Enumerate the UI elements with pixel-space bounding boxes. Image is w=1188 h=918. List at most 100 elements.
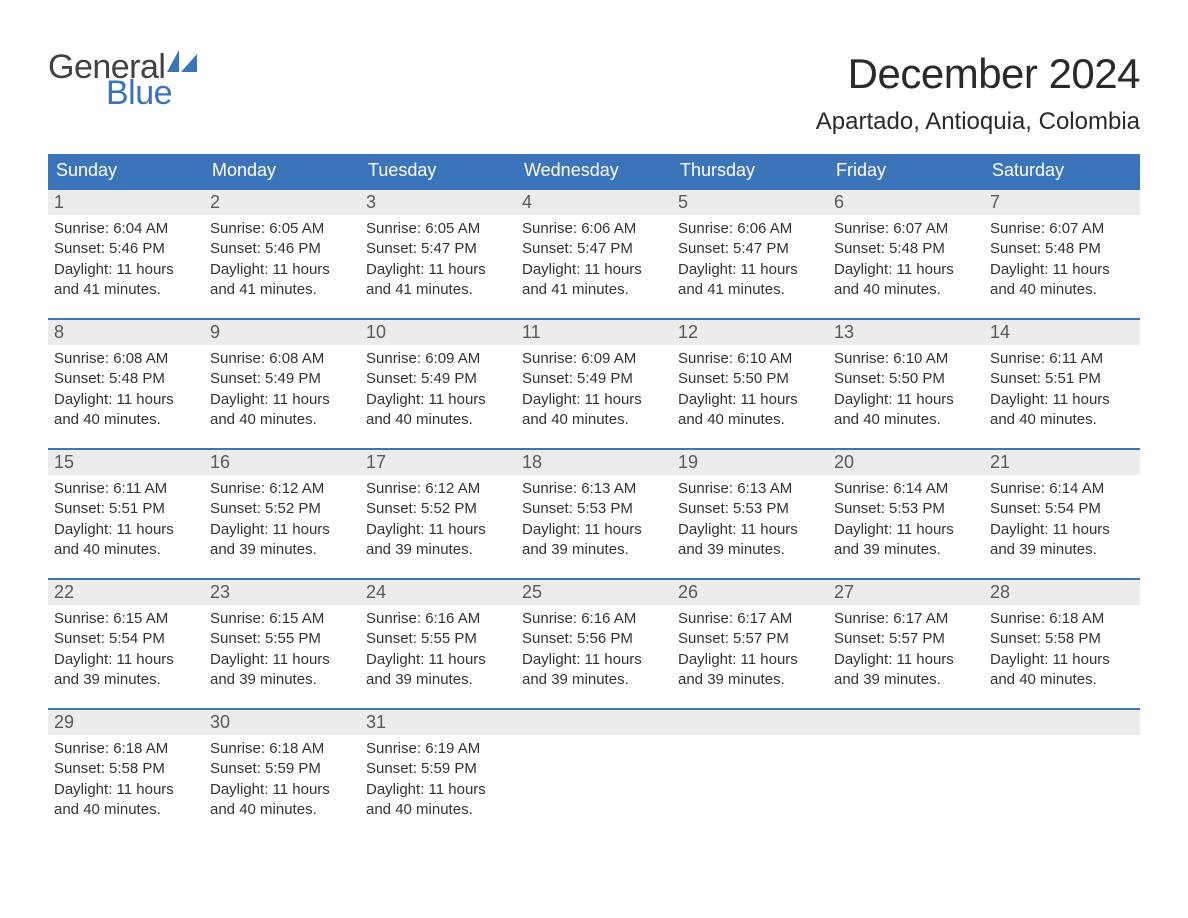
sunrise-line: Sunrise: 6:12 AM: [366, 479, 510, 499]
sunrise-line: Sunrise: 6:10 AM: [678, 349, 822, 369]
day-details: Sunrise: 6:11 AMSunset: 5:51 PMDaylight:…: [48, 475, 204, 578]
day-number: 21: [990, 452, 1010, 472]
sunrise-line: Sunrise: 6:16 AM: [522, 609, 666, 629]
day-of-week-header: Sunday Monday Tuesday Wednesday Thursday…: [48, 154, 1140, 188]
daylight-line: Daylight: 11 hours and 40 minutes.: [210, 390, 354, 431]
day-number: 6: [834, 192, 844, 212]
day-number: 31: [366, 712, 386, 732]
daylight-line: Daylight: 11 hours and 40 minutes.: [990, 260, 1134, 301]
daylight-line: Daylight: 11 hours and 40 minutes.: [54, 520, 198, 561]
day-number-row: 18: [516, 450, 672, 475]
sunset-line: Sunset: 5:58 PM: [54, 759, 198, 779]
day-details: Sunrise: 6:18 AMSunset: 5:58 PMDaylight:…: [48, 735, 204, 838]
sunset-line: Sunset: 5:48 PM: [834, 239, 978, 259]
day-number: 24: [366, 582, 386, 602]
day-number: 17: [366, 452, 386, 472]
calendar-day: 15 Sunrise: 6:11 AMSunset: 5:51 PMDayligh…: [48, 450, 204, 578]
sunset-line: Sunset: 5:51 PM: [990, 369, 1134, 389]
logo: General Blue: [48, 50, 197, 110]
day-number: 10: [366, 322, 386, 342]
sunset-line: Sunset: 5:55 PM: [210, 629, 354, 649]
day-number: 29: [54, 712, 74, 732]
sunrise-line: Sunrise: 6:13 AM: [678, 479, 822, 499]
daylight-line: Daylight: 11 hours and 41 minutes.: [366, 260, 510, 301]
sunset-line: Sunset: 5:57 PM: [678, 629, 822, 649]
day-number-row: 31: [360, 710, 516, 735]
sunset-line: Sunset: 5:59 PM: [210, 759, 354, 779]
day-details: Sunrise: 6:15 AMSunset: 5:54 PMDaylight:…: [48, 605, 204, 708]
sunset-line: Sunset: 5:55 PM: [366, 629, 510, 649]
sunset-line: Sunset: 5:53 PM: [678, 499, 822, 519]
day-details: Sunrise: 6:05 AMSunset: 5:47 PMDaylight:…: [360, 215, 516, 318]
calendar-day: 11Sunrise: 6:09 AMSunset: 5:49 PMDayligh…: [516, 320, 672, 448]
daylight-line: Daylight: 11 hours and 40 minutes.: [210, 780, 354, 821]
sunset-line: Sunset: 5:51 PM: [54, 499, 198, 519]
day-number-row: 23: [204, 580, 360, 605]
day-number: 3: [366, 192, 376, 212]
day-details: Sunrise: 6:18 AMSunset: 5:59 PMDaylight:…: [204, 735, 360, 838]
day-number: 26: [678, 582, 698, 602]
calendar-day: 22Sunrise: 6:15 AMSunset: 5:54 PMDayligh…: [48, 580, 204, 708]
sunrise-line: Sunrise: 6:16 AM: [366, 609, 510, 629]
day-details: Sunrise: 6:11 AMSunset: 5:51 PMDaylight:…: [984, 345, 1140, 448]
day-details: Sunrise: 6:14 AMSunset: 5:54 PMDaylight:…: [984, 475, 1140, 578]
calendar-day: 12Sunrise: 6:10 AMSunset: 5:50 PMDayligh…: [672, 320, 828, 448]
daylight-line: Daylight: 11 hours and 41 minutes.: [522, 260, 666, 301]
day-number: 15: [54, 452, 74, 472]
calendar-week: 8Sunrise: 6:08 AMSunset: 5:48 PMDaylight…: [48, 318, 1140, 448]
day-details: Sunrise: 6:08 AMSunset: 5:49 PMDaylight:…: [204, 345, 360, 448]
sunset-line: Sunset: 5:46 PM: [210, 239, 354, 259]
day-number: 25: [522, 582, 542, 602]
calendar-day: 1Sunrise: 6:04 AMSunset: 5:46 PMDaylight…: [48, 190, 204, 318]
calendar-day: 20Sunrise: 6:14 AMSunset: 5:53 PMDayligh…: [828, 450, 984, 578]
daylight-line: Daylight: 11 hours and 39 minutes.: [522, 650, 666, 691]
day-number: 27: [834, 582, 854, 602]
sunset-line: Sunset: 5:57 PM: [834, 629, 978, 649]
sunrise-line: Sunrise: 6:19 AM: [366, 739, 510, 759]
day-number: 5: [678, 192, 688, 212]
calendar-day: 2Sunrise: 6:05 AMSunset: 5:46 PMDaylight…: [204, 190, 360, 318]
day-details: Sunrise: 6:06 AMSunset: 5:47 PMDaylight:…: [516, 215, 672, 318]
calendar-day: .: [672, 710, 828, 838]
daylight-line: Daylight: 11 hours and 39 minutes.: [990, 520, 1134, 561]
calendar-day: 18Sunrise: 6:13 AMSunset: 5:53 PMDayligh…: [516, 450, 672, 578]
calendar-week: 29 Sunrise: 6:18 AMSunset: 5:58 PMDayligh…: [48, 708, 1140, 838]
daylight-line: Daylight: 11 hours and 39 minutes.: [522, 520, 666, 561]
sunset-line: Sunset: 5:50 PM: [678, 369, 822, 389]
sunrise-line: Sunrise: 6:09 AM: [366, 349, 510, 369]
location-subtitle: Apartado, Antioquia, Colombia: [816, 108, 1140, 136]
day-number-row: 16: [204, 450, 360, 475]
sunrise-line: Sunrise: 6:14 AM: [834, 479, 978, 499]
day-number: 12: [678, 322, 698, 342]
day-number: 7: [990, 192, 1000, 212]
page-title: December 2024: [816, 50, 1140, 98]
sunrise-line: Sunrise: 6:17 AM: [834, 609, 978, 629]
calendar-week: 15 Sunrise: 6:11 AMSunset: 5:51 PMDayligh…: [48, 448, 1140, 578]
sunset-line: Sunset: 5:54 PM: [990, 499, 1134, 519]
day-number-row: 19: [672, 450, 828, 475]
header: General Blue December 2024 Apartado, Ant…: [48, 50, 1140, 136]
dow-friday: Friday: [828, 154, 984, 188]
day-number-row: 6: [828, 190, 984, 215]
daylight-line: Daylight: 11 hours and 40 minutes.: [366, 390, 510, 431]
day-number: 16: [210, 452, 230, 472]
day-details: Sunrise: 6:10 AMSunset: 5:50 PMDaylight:…: [828, 345, 984, 448]
dow-tuesday: Tuesday: [360, 154, 516, 188]
daylight-line: Daylight: 11 hours and 39 minutes.: [366, 650, 510, 691]
day-details: Sunrise: 6:17 AMSunset: 5:57 PMDaylight:…: [672, 605, 828, 708]
daylight-line: Daylight: 11 hours and 41 minutes.: [678, 260, 822, 301]
day-number-row: 24: [360, 580, 516, 605]
calendar-day: 24 Sunrise: 6:16 AMSunset: 5:55 PMDayligh…: [360, 580, 516, 708]
sunrise-line: Sunrise: 6:08 AM: [210, 349, 354, 369]
daylight-line: Daylight: 11 hours and 40 minutes.: [522, 390, 666, 431]
calendar-day: .: [828, 710, 984, 838]
sunset-line: Sunset: 5:54 PM: [54, 629, 198, 649]
sunset-line: Sunset: 5:59 PM: [366, 759, 510, 779]
daylight-line: Daylight: 11 hours and 40 minutes.: [990, 650, 1134, 691]
day-details: Sunrise: 6:09 AMSunset: 5:49 PMDaylight:…: [516, 345, 672, 448]
calendar-week: 1Sunrise: 6:04 AMSunset: 5:46 PMDaylight…: [48, 188, 1140, 318]
day-number-row: .: [828, 710, 984, 735]
calendar-day: 6Sunrise: 6:07 AMSunset: 5:48 PMDaylight…: [828, 190, 984, 318]
day-number-row: 20: [828, 450, 984, 475]
day-number: 2: [210, 192, 220, 212]
